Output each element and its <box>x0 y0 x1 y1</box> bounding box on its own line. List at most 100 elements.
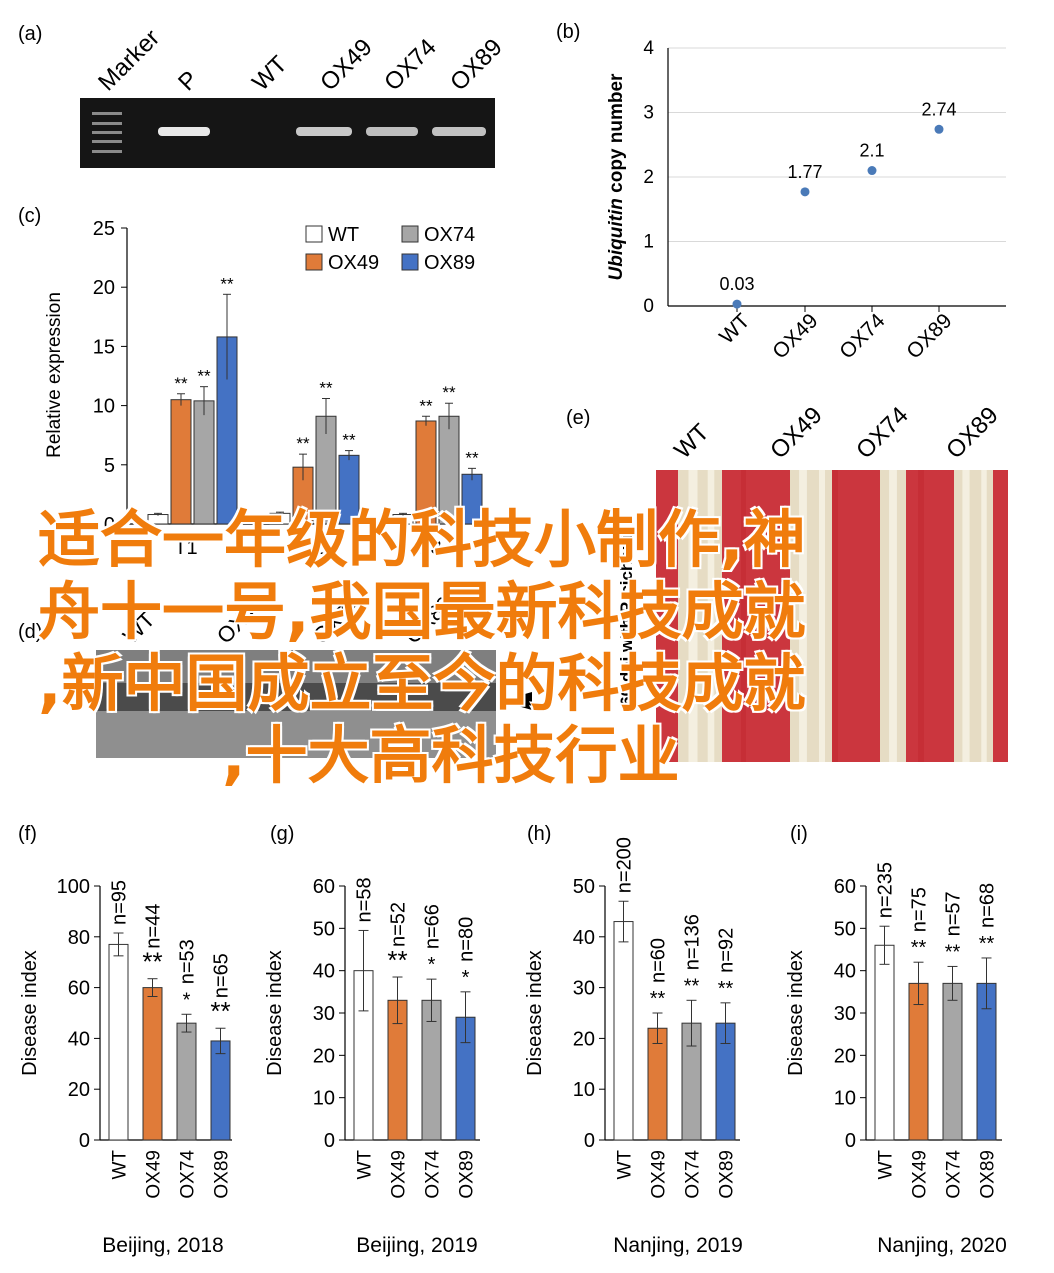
panel-e-label: (e) <box>566 407 590 429</box>
bar <box>170 399 192 525</box>
tick-label-x: OX89 <box>457 1150 478 1199</box>
tick-label-x: OX74 <box>423 1150 444 1199</box>
panel-a: (a) Marker P WT OX49 OX74 OX89 <box>18 23 508 168</box>
panel-h-location: Nanjing, 2019 <box>613 1234 743 1257</box>
bar <box>438 415 460 525</box>
bar <box>942 982 963 1141</box>
panel-b-label: (b) <box>556 21 580 43</box>
bar <box>461 473 483 525</box>
scatter-point <box>732 299 742 309</box>
tick-label-y: 0 <box>643 296 654 317</box>
n-label: n=75 <box>909 887 931 932</box>
panel-f-location: Beijing, 2018 <box>102 1234 223 1257</box>
panel-a-label: (a) <box>18 23 42 45</box>
tick-label-x: OX89 <box>978 1150 999 1199</box>
significance-label: ** <box>684 975 700 997</box>
bar <box>142 987 163 1141</box>
legend-label: OX74 <box>424 224 475 246</box>
marker-band <box>92 122 122 125</box>
n-label: n=44 <box>143 904 165 949</box>
n-label: n=92 <box>716 928 738 973</box>
tick-label-x: OX49 <box>910 1150 931 1199</box>
marker-band <box>92 112 122 115</box>
scatter-point <box>867 166 877 176</box>
photo-e-lane-label: WT <box>669 419 715 465</box>
marker-band <box>92 131 122 134</box>
blot-d-lane-label: OX74 <box>308 591 365 648</box>
tick-label-x: OX49 <box>768 309 822 363</box>
n-label: n=53 <box>177 939 199 984</box>
tick-label-y: 10 <box>834 1088 856 1110</box>
tick-label-x: OX89 <box>717 1150 738 1199</box>
chart-i: 0 10 20 30 40 50 60 Disease index n=235 WT ** n=75 O… <box>785 862 1002 1199</box>
n-label: n=57 <box>943 891 965 936</box>
blot-d-lower <box>96 711 496 758</box>
panel-b-ylabel-rest: copy number <box>606 73 627 198</box>
tick-label-y: 60 <box>834 876 856 898</box>
n-label: n=68 <box>977 883 999 928</box>
panel-e: (e) 60 dpi with P. cichorii WT OX49 OX74 OX… <box>566 402 1008 762</box>
stem-highlight <box>688 470 698 762</box>
ylabel: Disease index <box>19 950 41 1076</box>
gel-band <box>366 127 418 136</box>
gel-a-lane-label: Marker <box>93 24 165 96</box>
tick-label-y: 30 <box>834 1003 856 1025</box>
gel-band <box>158 127 210 136</box>
gel-a <box>80 98 495 168</box>
n-label: n=58 <box>354 877 376 922</box>
stem-highlight <box>981 470 987 762</box>
gel-a-lane-label: OX74 <box>379 34 441 96</box>
chart-h: 0 10 20 30 40 50 Disease index n=200 WT ** n=60 OX4… <box>524 837 740 1199</box>
significance-label: ** <box>197 367 211 386</box>
significance-label: ** <box>319 378 333 397</box>
bar <box>147 514 169 525</box>
tick-label-y: 10 <box>313 1088 335 1110</box>
bar <box>874 944 895 1141</box>
legend-swatch <box>305 253 323 271</box>
tick-label-x: OX74 <box>944 1150 965 1199</box>
tick-label-y: 60 <box>68 978 90 1000</box>
bar <box>176 1022 197 1141</box>
tick-label-y: 10 <box>573 1079 595 1101</box>
significance-label: ** <box>296 434 310 453</box>
tick-label-y: 50 <box>573 876 595 898</box>
n-label: n=65 <box>211 953 233 998</box>
significance-label: ** <box>979 933 995 955</box>
tick-label-x: T1 <box>174 537 197 559</box>
bar <box>269 512 291 525</box>
panel-i-label: (i) <box>790 823 808 845</box>
photo-e-lane-label: OX74 <box>851 402 913 464</box>
scatter-point <box>800 187 810 197</box>
tick-label-x: 2 <box>314 537 325 559</box>
n-label: n=95 <box>109 880 131 925</box>
tick-label-x: OX74 <box>178 1150 199 1199</box>
panel-h: (h) 0 10 20 30 40 50 Disease index n=200 WT ** n=6… <box>524 823 743 1257</box>
data-label: 2.74 <box>921 99 956 119</box>
gel-a-lane-label: OX49 <box>315 34 377 96</box>
tick-label-y: 20 <box>573 1028 595 1050</box>
gel-a-lane-label: OX89 <box>445 34 507 96</box>
gel-band <box>432 127 486 136</box>
tick-label-y: 0 <box>79 1130 90 1152</box>
panel-i: (i) 0 10 20 30 40 50 60 Disease index n=235 WT ** n… <box>785 823 1007 1257</box>
tick-label-y: 0 <box>845 1130 856 1152</box>
legend-swatch <box>401 225 419 243</box>
ylabel: Disease index <box>785 950 807 1076</box>
tick-label-y: 1 <box>643 232 654 253</box>
significance-label: ** <box>174 374 188 393</box>
chart-c: 0 5 10 15 20 25 ** ** ** ** ** ** ** ** ** T1 2 F3 WT OX74 O… <box>93 218 500 559</box>
blot-d-lane-labels: WT OX49 OX74 OX89 <box>118 591 457 648</box>
data-label: 2.1 <box>859 141 884 161</box>
tick-label-x: WT <box>110 1150 131 1180</box>
tick-label-y: 20 <box>93 277 115 299</box>
stem-highlight <box>889 470 897 762</box>
tick-label-y: 30 <box>573 978 595 1000</box>
significance-label: ** <box>718 978 734 1000</box>
legend-label: OX49 <box>328 252 379 274</box>
tick-label-y: 2 <box>643 167 654 188</box>
stem-highlight <box>707 470 715 762</box>
tick-label-y: 40 <box>834 961 856 983</box>
photo-e-lane-label: OX49 <box>765 402 827 464</box>
